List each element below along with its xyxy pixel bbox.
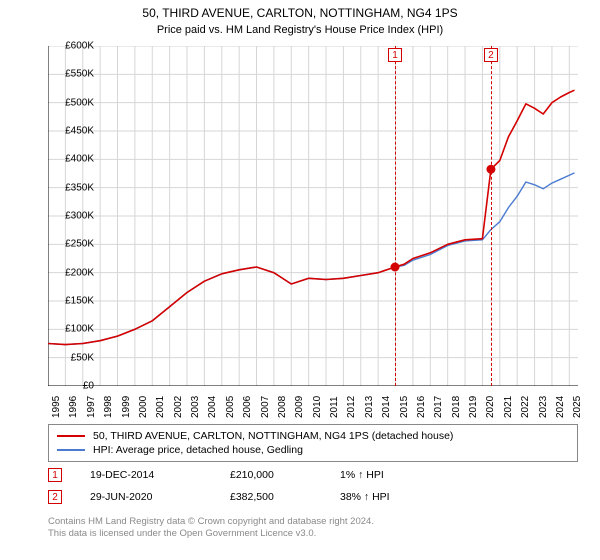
y-tick-label: £0: [54, 381, 94, 392]
chart-svg: [48, 46, 578, 386]
x-tick-label: 2012: [346, 396, 357, 418]
footer-line2: This data is licensed under the Open Gov…: [48, 528, 578, 540]
chart-container: 50, THIRD AVENUE, CARLTON, NOTTINGHAM, N…: [0, 0, 600, 560]
sales-row: 1 19-DEC-2014£210,0001% ↑ HPI: [48, 464, 578, 486]
x-tick-label: 2004: [207, 396, 218, 418]
y-tick-label: £600K: [54, 41, 94, 52]
legend-item: HPI: Average price, detached house, Gedl…: [57, 443, 569, 457]
sales-price: £210,000: [230, 469, 340, 481]
x-tick-label: 2007: [260, 396, 271, 418]
x-tick-label: 2016: [416, 396, 427, 418]
sales-marker: 1: [48, 468, 62, 482]
x-tick-label: 2015: [399, 396, 410, 418]
footer-line1: Contains HM Land Registry data © Crown c…: [48, 516, 578, 528]
x-tick-label: 2006: [242, 396, 253, 418]
x-tick-label: 2018: [451, 396, 462, 418]
legend-box: 50, THIRD AVENUE, CARLTON, NOTTINGHAM, N…: [48, 424, 578, 462]
x-tick-label: 2023: [538, 396, 549, 418]
sale-vline: [395, 46, 396, 386]
x-tick-label: 2021: [503, 396, 514, 418]
chart-plot-area: £0£50K£100K£150K£200K£250K£300K£350K£400…: [48, 46, 578, 386]
x-tick-label: 2011: [329, 396, 340, 418]
x-tick-label: 2014: [381, 396, 392, 418]
sales-pct: 1% ↑ HPI: [340, 469, 460, 481]
legend-swatch: [57, 449, 85, 451]
x-tick-label: 1996: [68, 396, 79, 418]
y-tick-label: £250K: [54, 239, 94, 250]
x-tick-label: 2013: [364, 396, 375, 418]
sale-vline: [491, 46, 492, 386]
x-tick-label: 1998: [103, 396, 114, 418]
legend-swatch: [57, 435, 85, 437]
x-tick-label: 2008: [277, 396, 288, 418]
y-tick-label: £300K: [54, 211, 94, 222]
legend-item: 50, THIRD AVENUE, CARLTON, NOTTINGHAM, N…: [57, 429, 569, 443]
x-tick-label: 2009: [294, 396, 305, 418]
sales-marker: 2: [48, 490, 62, 504]
x-tick-label: 2019: [468, 396, 479, 418]
sale-marker-2: 2: [484, 48, 498, 62]
x-tick-label: 1999: [121, 396, 132, 418]
sales-row: 2 29-JUN-2020£382,50038% ↑ HPI: [48, 486, 578, 508]
x-tick-label: 2003: [190, 396, 201, 418]
y-tick-label: £50K: [54, 352, 94, 363]
x-tick-label: 2010: [312, 396, 323, 418]
sales-table: 1 19-DEC-2014£210,0001% ↑ HPI 2 29-JUN-2020…: [48, 464, 578, 508]
x-tick-label: 2002: [173, 396, 184, 418]
sales-date: 19-DEC-2014: [90, 469, 230, 481]
x-tick-label: 2005: [225, 396, 236, 418]
sale-marker-1: 1: [388, 48, 402, 62]
footer-attribution: Contains HM Land Registry data © Crown c…: [48, 516, 578, 541]
y-tick-label: £150K: [54, 296, 94, 307]
y-tick-label: £350K: [54, 182, 94, 193]
x-tick-label: 2001: [155, 396, 166, 418]
y-tick-label: £450K: [54, 126, 94, 137]
chart-title: 50, THIRD AVENUE, CARLTON, NOTTINGHAM, N…: [0, 0, 600, 22]
y-tick-label: £200K: [54, 267, 94, 278]
y-tick-label: £500K: [54, 97, 94, 108]
chart-subtitle: Price paid vs. HM Land Registry's House …: [0, 22, 600, 36]
x-tick-label: 2017: [433, 396, 444, 418]
y-tick-label: £100K: [54, 324, 94, 335]
sales-price: £382,500: [230, 491, 340, 503]
sales-date: 29-JUN-2020: [90, 491, 230, 503]
legend-label: 50, THIRD AVENUE, CARLTON, NOTTINGHAM, N…: [93, 430, 453, 442]
sales-pct: 38% ↑ HPI: [340, 491, 460, 503]
x-tick-label: 2020: [485, 396, 496, 418]
x-tick-label: 2024: [555, 396, 566, 418]
x-tick-label: 1995: [51, 396, 62, 418]
x-tick-label: 2025: [572, 396, 583, 418]
x-tick-label: 2000: [138, 396, 149, 418]
y-tick-label: £400K: [54, 154, 94, 165]
legend-label: HPI: Average price, detached house, Gedl…: [93, 444, 303, 456]
x-tick-label: 1997: [86, 396, 97, 418]
y-tick-label: £550K: [54, 69, 94, 80]
x-tick-label: 2022: [520, 396, 531, 418]
